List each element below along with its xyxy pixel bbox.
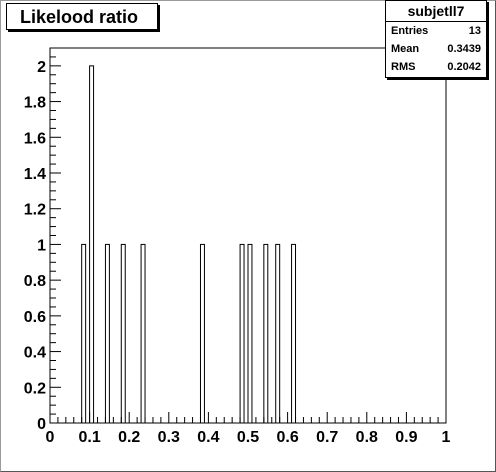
y-tick-label: 1.6 <box>24 130 46 147</box>
y-tick-label: 0.6 <box>24 309 46 326</box>
histogram-bar-8 <box>263 243 269 424</box>
stats-rms-value: 0.2042 <box>447 61 481 73</box>
y-tick-label: 1.2 <box>24 202 46 219</box>
x-tick-label: 0.4 <box>197 429 219 446</box>
x-tick-label: 0.6 <box>276 429 298 446</box>
histogram-bars <box>81 65 297 424</box>
stats-mean-label: Mean <box>391 43 420 55</box>
x-tick-label: 0.1 <box>78 429 100 446</box>
stats-box: subjetll7 Entries 13 Mean 0.3439 RMS 0.2… <box>385 0 487 78</box>
y-tick-label: 0.8 <box>24 273 46 290</box>
x-tick-label: 0.2 <box>118 429 140 446</box>
y-tick-label: 0.2 <box>24 380 46 397</box>
y-tick-label: 1 <box>37 237 46 254</box>
x-tick-label: 1 <box>442 429 451 446</box>
histogram-bar-10 <box>291 243 297 424</box>
stats-row-rms: RMS 0.2042 <box>386 58 486 76</box>
histogram-bar-1 <box>89 65 95 424</box>
x-tick-label: 0 <box>46 429 55 446</box>
stats-row-mean: Mean 0.3439 <box>386 40 486 58</box>
x-tick-label: 0.9 <box>395 429 417 446</box>
stats-entries-label: Entries <box>391 25 429 37</box>
histogram-bar-7 <box>247 243 253 424</box>
x-tick-label: 0.5 <box>237 429 259 446</box>
y-tick-label: 1.4 <box>24 166 46 183</box>
x-tick-label: 0.3 <box>158 429 180 446</box>
y-tick-label: 1.8 <box>24 95 46 112</box>
y-tick-label: 0.4 <box>24 345 46 362</box>
x-tick-label: 0.8 <box>356 429 378 446</box>
x-tick-label: 0.7 <box>316 429 338 446</box>
tick-labels: 0 0.1 0.2 0.3 0.4 0.5 0.6 0.7 0.8 0.9 1 0 0.2 0.4 0.6 0… <box>24 59 451 446</box>
stats-mean-value: 0.3439 <box>447 43 481 55</box>
stats-rms-label: RMS <box>391 61 416 73</box>
axis-ticks <box>49 47 447 424</box>
histogram-bar-3 <box>120 243 126 424</box>
histogram-bar-6 <box>239 243 245 424</box>
histogram-bar-9 <box>275 243 281 424</box>
stats-entries-value: 13 <box>468 25 481 37</box>
y-tick-label: 2 <box>37 59 46 76</box>
stats-row-entries: Entries 13 <box>386 22 486 40</box>
histogram-bar-0 <box>81 243 87 424</box>
histogram-bar-4 <box>140 243 146 424</box>
chart-title: Likelood ratio <box>20 7 139 27</box>
histogram-bar-2 <box>104 243 110 424</box>
stats-histogram-name: subjetll7 <box>386 1 486 22</box>
chart-title-box: Likelood ratio <box>6 3 158 30</box>
y-tick-label: 0 <box>37 416 46 433</box>
histogram-bar-5 <box>199 243 205 424</box>
